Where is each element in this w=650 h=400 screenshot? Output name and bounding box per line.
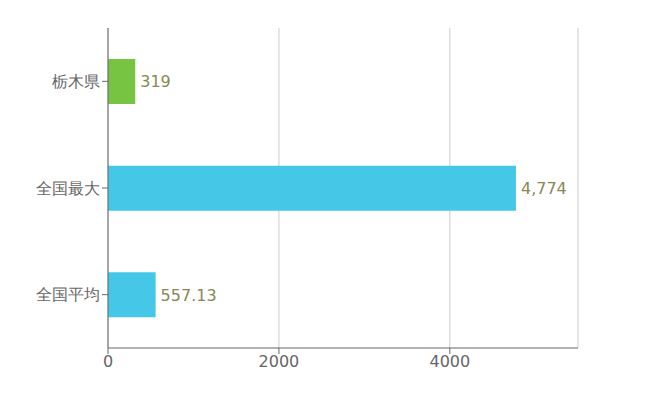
svg-text:栃木県: 栃木県 [52,72,100,91]
svg-text:4,774: 4,774 [521,179,567,198]
svg-text:全国最大: 全国最大 [36,179,100,198]
svg-text:全国平均: 全国平均 [36,285,100,304]
svg-text:0: 0 [103,352,113,371]
svg-text:4000: 4000 [429,352,470,371]
svg-text:2000: 2000 [259,352,300,371]
svg-text:557.13: 557.13 [161,286,217,305]
svg-text:319: 319 [140,72,171,91]
